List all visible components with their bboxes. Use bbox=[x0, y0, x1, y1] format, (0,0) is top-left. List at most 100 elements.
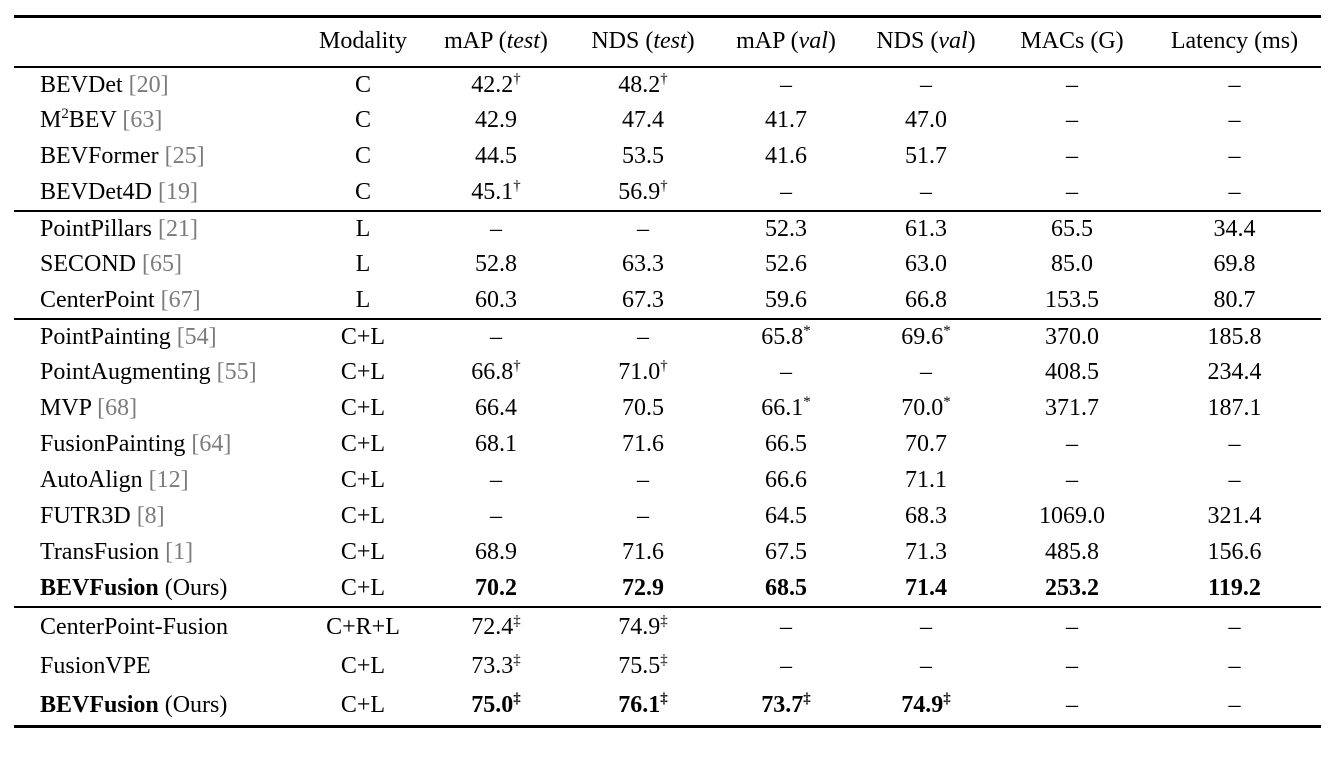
missing-value-dash: – bbox=[1066, 143, 1078, 169]
missing-value-dash: – bbox=[1066, 431, 1078, 457]
metric-value: 71.0 bbox=[618, 359, 661, 385]
value-cell: 72.4‡ bbox=[422, 607, 570, 647]
method-name: PointAugmenting [55] bbox=[40, 359, 257, 385]
value-cell: 66.8† bbox=[422, 355, 570, 391]
metric-value: 72.4 bbox=[471, 613, 514, 640]
citation: [67] bbox=[160, 286, 201, 313]
value-cell: 156.6 bbox=[1148, 535, 1321, 571]
table-row: BEVDet4D [19] C 45.1† 56.9† – – – – bbox=[14, 175, 1321, 211]
modality-cell: C+L bbox=[304, 687, 422, 727]
value-cell: 73.7‡ bbox=[716, 687, 856, 727]
method-name-part: M bbox=[40, 107, 62, 133]
method-cell: TransFusion [1] bbox=[14, 535, 304, 571]
method-cell: BEVDet [20] bbox=[14, 67, 304, 103]
modality-cell: C+L bbox=[304, 647, 422, 687]
metric-value: 41.6 bbox=[765, 143, 807, 169]
value-cell: 66.6 bbox=[716, 463, 856, 499]
metric-value: 153.5 bbox=[1045, 286, 1099, 313]
missing-value-dash: – bbox=[1228, 107, 1241, 133]
value-cell: 70.7 bbox=[856, 427, 996, 463]
metric-value: 185.8 bbox=[1207, 323, 1262, 350]
column-header-italic-text: test bbox=[506, 28, 540, 55]
value-cell: – bbox=[1148, 427, 1321, 463]
metric-value: 65.8 bbox=[761, 323, 804, 350]
value-cell: – bbox=[570, 319, 716, 355]
value-superscript-marker: ‡ bbox=[513, 612, 521, 629]
missing-value-dash: – bbox=[1228, 653, 1241, 679]
citation: [25] bbox=[164, 143, 205, 169]
modality-value: C+L bbox=[340, 574, 386, 601]
method-name: BEVFormer [25] bbox=[40, 143, 205, 169]
citation: [68] bbox=[97, 395, 138, 421]
value-cell: 67.5 bbox=[716, 535, 856, 571]
method-name-part: SECOND bbox=[40, 251, 137, 277]
modality-cell: C+L bbox=[304, 391, 422, 427]
value-superscript-marker: † bbox=[513, 358, 521, 374]
metric-value: 59.6 bbox=[765, 286, 807, 313]
value-cell: 68.5 bbox=[716, 571, 856, 607]
value-cell: 70.5 bbox=[570, 391, 716, 427]
method-cell: M2BEV [63] bbox=[14, 103, 304, 139]
metric-value: 71.3 bbox=[905, 539, 947, 565]
table-row: M2BEV [63] C 42.9 47.4 41.7 47.0 – – bbox=[14, 103, 1321, 139]
table-row: FUTR3D [8] C+L – – 64.5 68.3 1069.0 321.4 bbox=[14, 499, 1321, 535]
method-name-part: BEVFusion bbox=[40, 574, 159, 601]
method-name: BEVFusion (Ours) bbox=[40, 692, 227, 718]
modality-value: C+L bbox=[340, 539, 386, 565]
method-name: M2BEV [63] bbox=[40, 107, 162, 133]
missing-value-dash: – bbox=[1066, 653, 1078, 679]
value-cell: 65.8* bbox=[716, 319, 856, 355]
value-superscript-marker: ‡ bbox=[513, 691, 521, 708]
value-superscript-marker: ‡ bbox=[513, 652, 521, 668]
value-cell: 74.9‡ bbox=[856, 687, 996, 727]
missing-value-dash: – bbox=[490, 215, 502, 242]
metric-value: 70.7 bbox=[905, 431, 947, 457]
metric-value: 64.5 bbox=[765, 503, 807, 529]
value-cell: 47.4 bbox=[570, 103, 716, 139]
modality-value: C+L bbox=[340, 467, 386, 493]
metric-value: 69.6 bbox=[901, 323, 944, 350]
method-name: CenterPoint [67] bbox=[40, 287, 201, 313]
method-name: FusionVPE bbox=[40, 653, 151, 679]
value-cell: – bbox=[996, 687, 1148, 727]
metric-value: 73.3 bbox=[471, 653, 514, 679]
value-cell: – bbox=[570, 211, 716, 247]
value-cell: – bbox=[996, 607, 1148, 647]
method-cell: FusionPainting [64] bbox=[14, 427, 304, 463]
value-cell: 370.0 bbox=[996, 319, 1148, 355]
method-name: AutoAlign [12] bbox=[40, 467, 189, 493]
missing-value-dash: – bbox=[1228, 467, 1241, 493]
method-cell: FUTR3D [8] bbox=[14, 499, 304, 535]
metric-value: 253.2 bbox=[1045, 574, 1099, 601]
metric-value: 44.5 bbox=[475, 143, 517, 169]
value-superscript-marker: * bbox=[803, 394, 811, 410]
column-header-text: Latency (ms) bbox=[1170, 28, 1299, 55]
value-cell: 52.8 bbox=[422, 247, 570, 283]
missing-value-dash: – bbox=[490, 503, 502, 529]
value-cell: 45.1† bbox=[422, 175, 570, 211]
column-header-italic-text: test bbox=[653, 28, 687, 55]
value-cell: 51.7 bbox=[856, 139, 996, 175]
metric-value: 71.1 bbox=[905, 467, 947, 493]
value-cell: 71.6 bbox=[570, 427, 716, 463]
modality-cell: C+L bbox=[304, 463, 422, 499]
citation: [65] bbox=[142, 251, 182, 277]
metric-value: 68.1 bbox=[475, 431, 517, 457]
modality-value: C+L bbox=[340, 431, 386, 457]
value-cell: 60.3 bbox=[422, 283, 570, 319]
metric-value: 71.6 bbox=[622, 539, 664, 565]
value-cell: – bbox=[716, 67, 856, 103]
table-row: BEVFusion (Ours) C+L 70.2 72.9 68.5 71.4 253.2… bbox=[14, 571, 1321, 607]
modality-value: C bbox=[354, 107, 371, 133]
table-group-4: CenterPoint-Fusion C+R+L 72.4‡ 74.9‡ – – – – Fus… bbox=[14, 606, 1321, 727]
citation: [8] bbox=[136, 503, 165, 529]
table-row: FusionPainting [64] C+L 68.1 71.6 66.5 70.7 – – bbox=[14, 427, 1321, 463]
metric-value: 119.2 bbox=[1208, 574, 1261, 601]
metric-value: 70.5 bbox=[622, 395, 664, 421]
value-cell: – bbox=[856, 355, 996, 391]
value-cell: 41.6 bbox=[716, 139, 856, 175]
value-cell: – bbox=[1148, 175, 1321, 211]
value-cell: – bbox=[996, 103, 1148, 139]
value-cell: 71.0† bbox=[570, 355, 716, 391]
citation: [63] bbox=[122, 107, 163, 133]
